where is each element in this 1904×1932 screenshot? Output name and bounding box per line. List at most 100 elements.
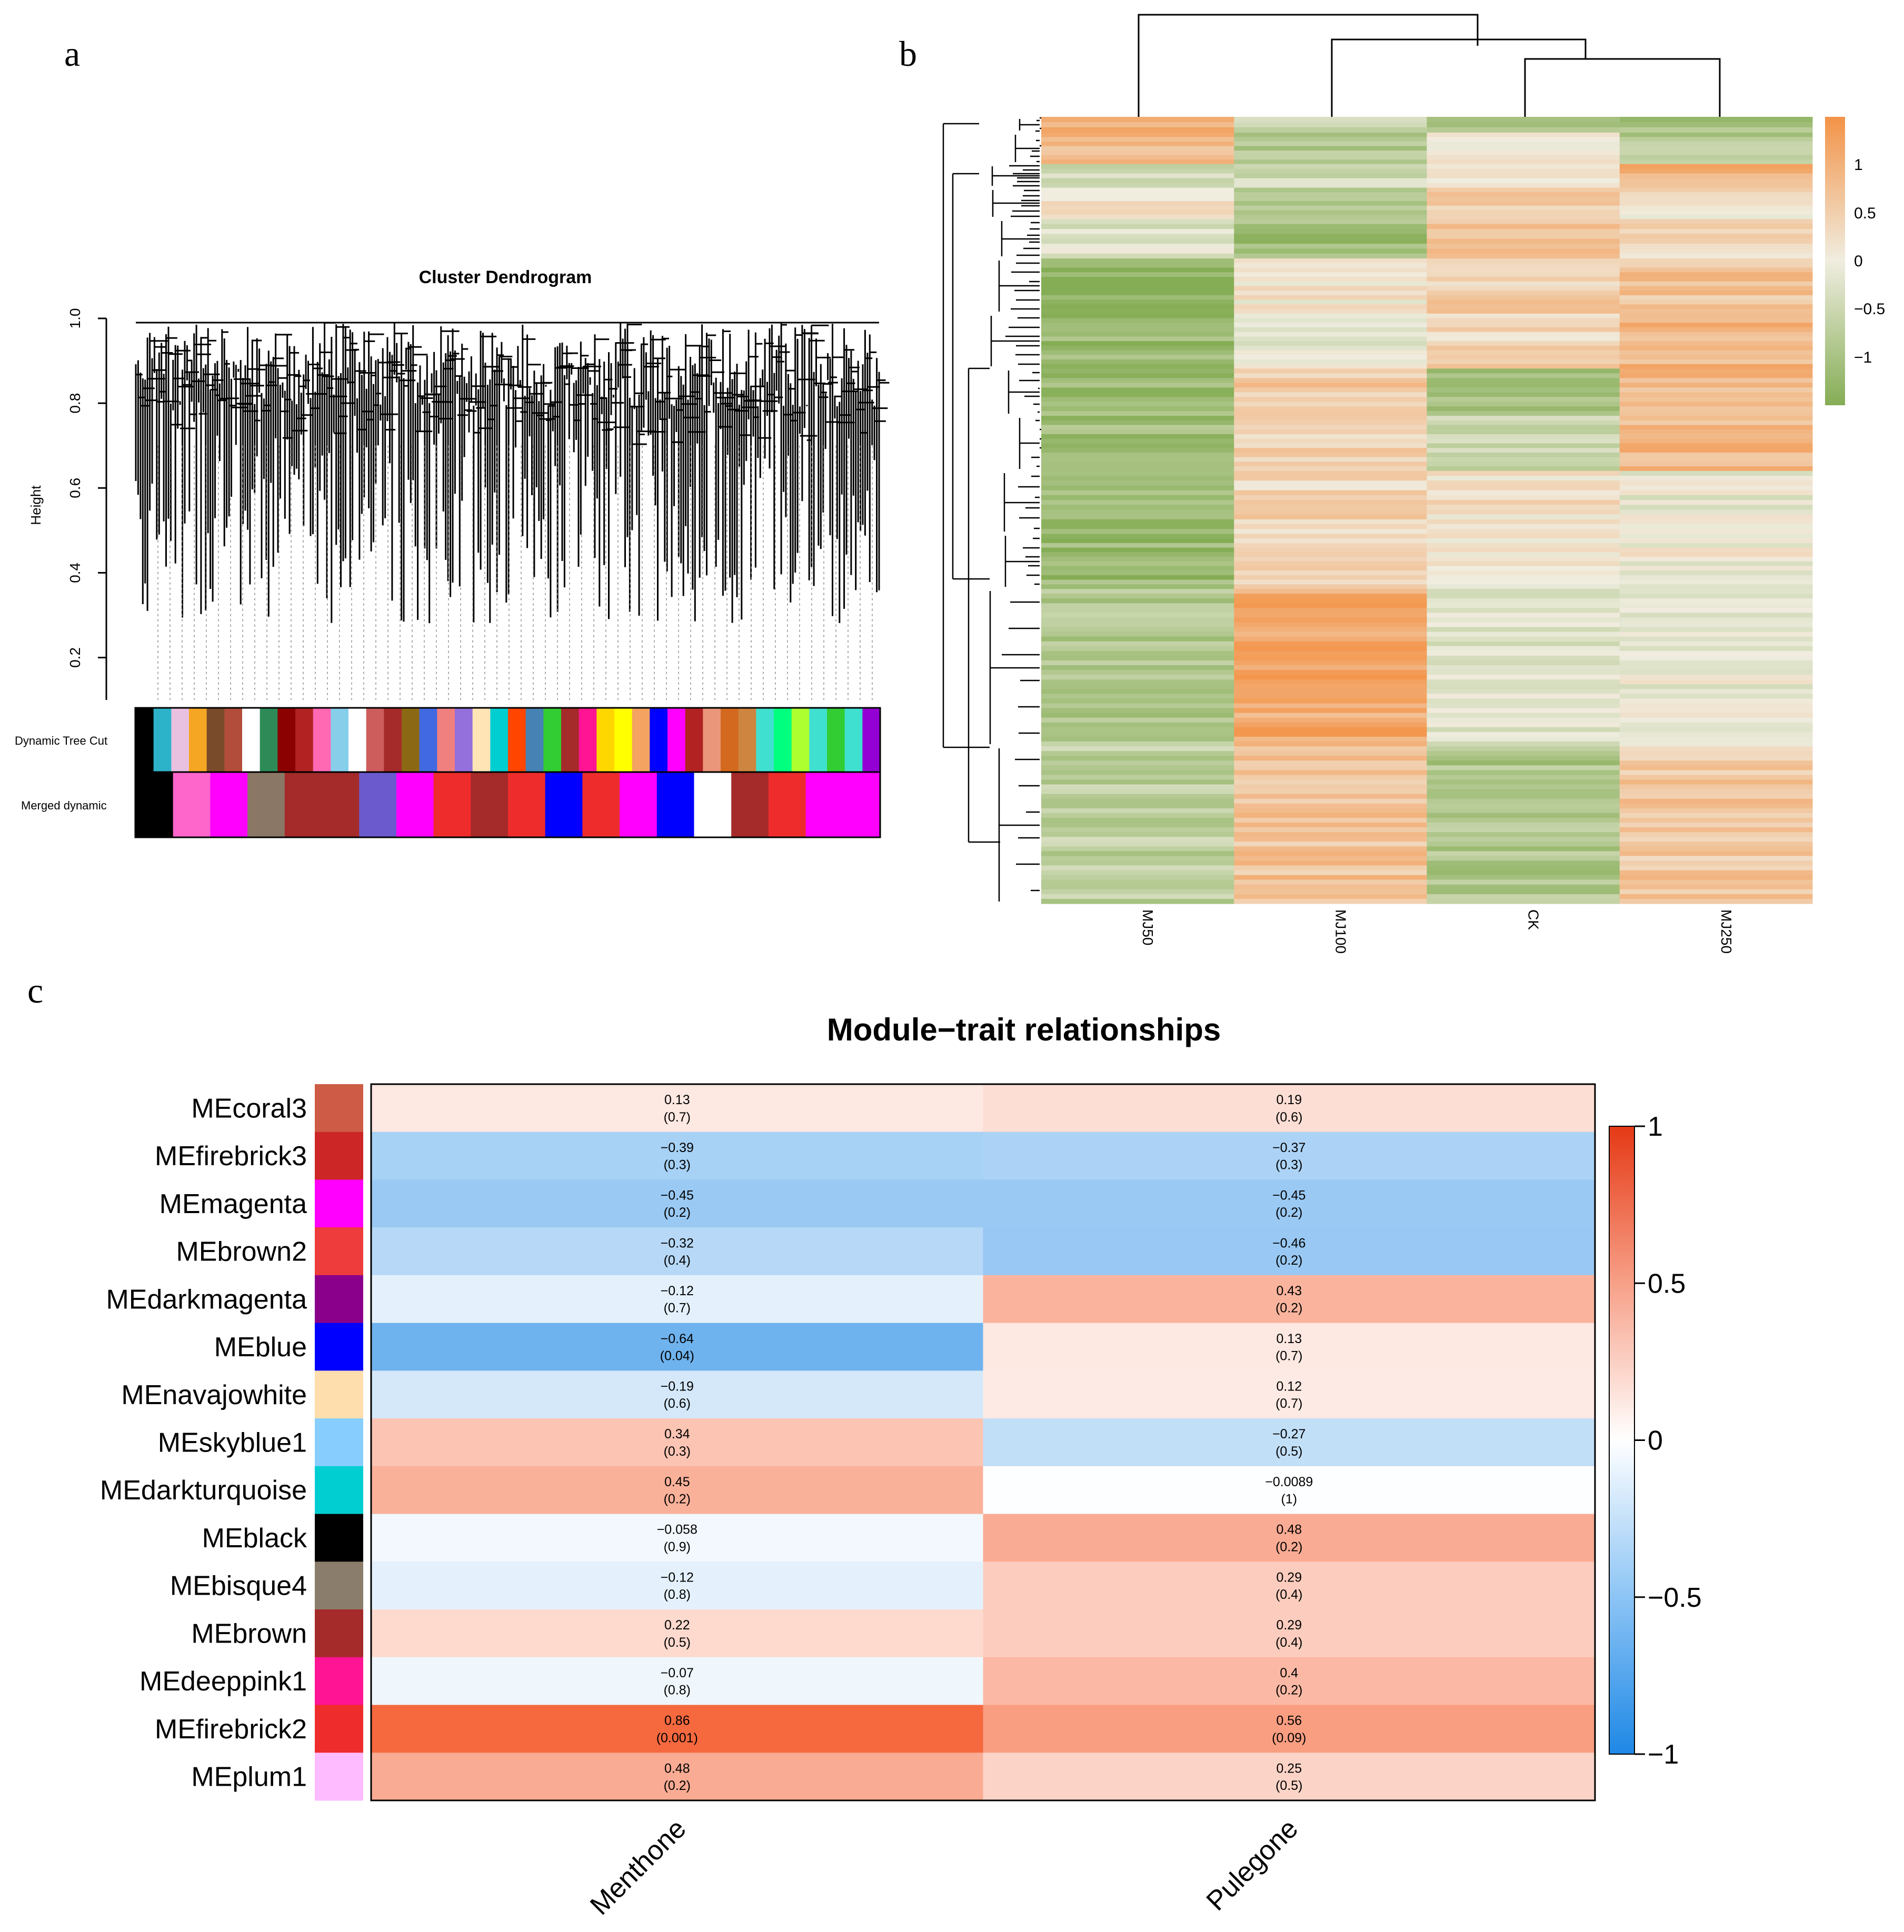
dendrogram-branches xyxy=(135,322,890,624)
heatmap-cell xyxy=(1427,443,1620,448)
heatmap-cell xyxy=(1427,364,1620,369)
heatmap-cell xyxy=(1619,500,1813,505)
heatmap-cell xyxy=(1619,832,1813,837)
module-label: MEfirebrick2 xyxy=(155,1714,307,1745)
heatmap-cell xyxy=(1619,641,1813,647)
heatmap-cell xyxy=(1041,794,1234,799)
correlation-value: 0.48 xyxy=(1276,1523,1302,1537)
heatmap-cell xyxy=(1427,187,1620,193)
heatmap-cell xyxy=(1619,519,1813,525)
heatmap-cell xyxy=(1041,741,1234,747)
module-label: MEdarkmagenta xyxy=(106,1284,307,1315)
heatmap-cell xyxy=(1234,547,1427,553)
heatmap-cell xyxy=(1619,253,1813,259)
heatmap-cell xyxy=(1234,732,1427,737)
heatmap-cell xyxy=(1041,434,1234,439)
correlation-value: −0.0089 xyxy=(1265,1475,1313,1489)
heatmap-cell xyxy=(1619,304,1813,309)
dynamic-tree-cut-cell xyxy=(224,708,243,772)
heatmap-cell xyxy=(1619,794,1813,799)
heatmap-cell xyxy=(1041,151,1234,156)
heatmap-cell xyxy=(1619,529,1813,534)
heatmap-cell xyxy=(1234,598,1427,604)
heatmap-cell xyxy=(1427,429,1620,435)
heatmap-column-label: CK xyxy=(1526,909,1542,930)
heatmap-cell xyxy=(1041,865,1234,871)
heatmap-cell xyxy=(1041,238,1234,244)
heatmap-cell xyxy=(1234,323,1427,328)
heatmap-cell xyxy=(1041,438,1234,444)
heatmap-cell xyxy=(1619,603,1813,608)
heatmap-cell xyxy=(1234,534,1427,539)
dendrogram-y-tick-label: 1.0 xyxy=(67,308,83,329)
trait-label: Pulegone xyxy=(1201,1813,1304,1916)
heatmap-cell xyxy=(1234,660,1427,666)
heatmap-cell xyxy=(1234,224,1427,229)
heatmap-cell xyxy=(1041,675,1234,680)
dynamic-tree-cut-cell xyxy=(277,708,296,772)
heatmap-cell xyxy=(1619,146,1813,151)
p-value: (0.4) xyxy=(664,1253,691,1268)
heatmap-cell xyxy=(1041,894,1234,899)
module-trait-frame xyxy=(370,1083,1596,1801)
heatmap-cell xyxy=(1427,817,1620,823)
heatmap-cell xyxy=(1427,359,1620,365)
dendrogram-tree xyxy=(135,322,890,700)
heatmap-cell xyxy=(1619,164,1813,169)
heatmap-cell xyxy=(1041,698,1234,704)
correlation-value: 0.13 xyxy=(664,1093,690,1107)
heatmap-cell xyxy=(1427,295,1620,301)
heatmap-cell xyxy=(1041,598,1234,604)
heatmap-cell xyxy=(1234,865,1427,871)
dynamic-tree-cut-cell xyxy=(738,708,756,772)
heatmap-cell xyxy=(1619,817,1813,823)
p-value: (0.8) xyxy=(664,1587,691,1602)
merged-dynamic-cell xyxy=(731,772,769,837)
heatmap-cell xyxy=(1234,575,1427,580)
correlation-value: −0.45 xyxy=(1272,1188,1305,1203)
module-color-swatch xyxy=(315,1609,363,1658)
correlation-value: −0.45 xyxy=(661,1188,694,1203)
colorbar-tick-label: 0.5 xyxy=(1648,1268,1686,1299)
heatmap-cell xyxy=(1619,178,1813,184)
p-value: (0.2) xyxy=(664,1778,691,1793)
heatmap-cell xyxy=(1041,359,1234,365)
p-value: (0.3) xyxy=(664,1444,691,1459)
heatmap-cell xyxy=(1041,655,1234,661)
correlation-value: −0.32 xyxy=(661,1236,694,1250)
heatmap-cell xyxy=(1619,327,1813,333)
heatmap-cell xyxy=(1041,392,1234,397)
heatmap-cell xyxy=(1234,756,1427,761)
heatmap-cell xyxy=(1427,244,1620,249)
heatmap-cell xyxy=(1234,341,1427,346)
heatmap-cell xyxy=(1041,650,1234,656)
module-label: MEplum1 xyxy=(191,1762,307,1793)
heatmap-cell xyxy=(1234,505,1427,510)
heatmap-cell xyxy=(1427,462,1620,467)
heatmap-cell xyxy=(1427,832,1620,837)
heatmap-cell xyxy=(1619,234,1813,239)
dynamic-tree-cut-cell xyxy=(242,708,261,772)
heatmap-cell xyxy=(1234,373,1427,378)
heatmap-cell xyxy=(1619,547,1813,553)
heatmap-cell xyxy=(1041,727,1234,733)
heatmap-cell xyxy=(1619,594,1813,599)
module-color-swatch xyxy=(315,1227,363,1276)
heatmap-cell xyxy=(1234,846,1427,852)
heatmap-cell xyxy=(1234,438,1427,444)
dynamic-tree-cut-cell xyxy=(508,708,526,772)
heatmap-cell xyxy=(1234,751,1427,756)
heatmap-cell xyxy=(1234,566,1427,571)
heatmap-cell xyxy=(1234,784,1427,790)
heatmap-cell xyxy=(1619,117,1813,123)
heatmap-cell xyxy=(1619,650,1813,656)
merged-dynamic-cell xyxy=(471,772,509,837)
heatmap-cell xyxy=(1619,359,1813,365)
heatmap-cell xyxy=(1619,277,1813,282)
heatmap-cell xyxy=(1234,295,1427,301)
heatmap-cell xyxy=(1619,856,1813,862)
module-label: MEnavajowhite xyxy=(121,1380,307,1410)
heatmap-cell xyxy=(1619,534,1813,539)
heatmap-cell xyxy=(1234,155,1427,160)
heatmap-cell xyxy=(1234,173,1427,179)
